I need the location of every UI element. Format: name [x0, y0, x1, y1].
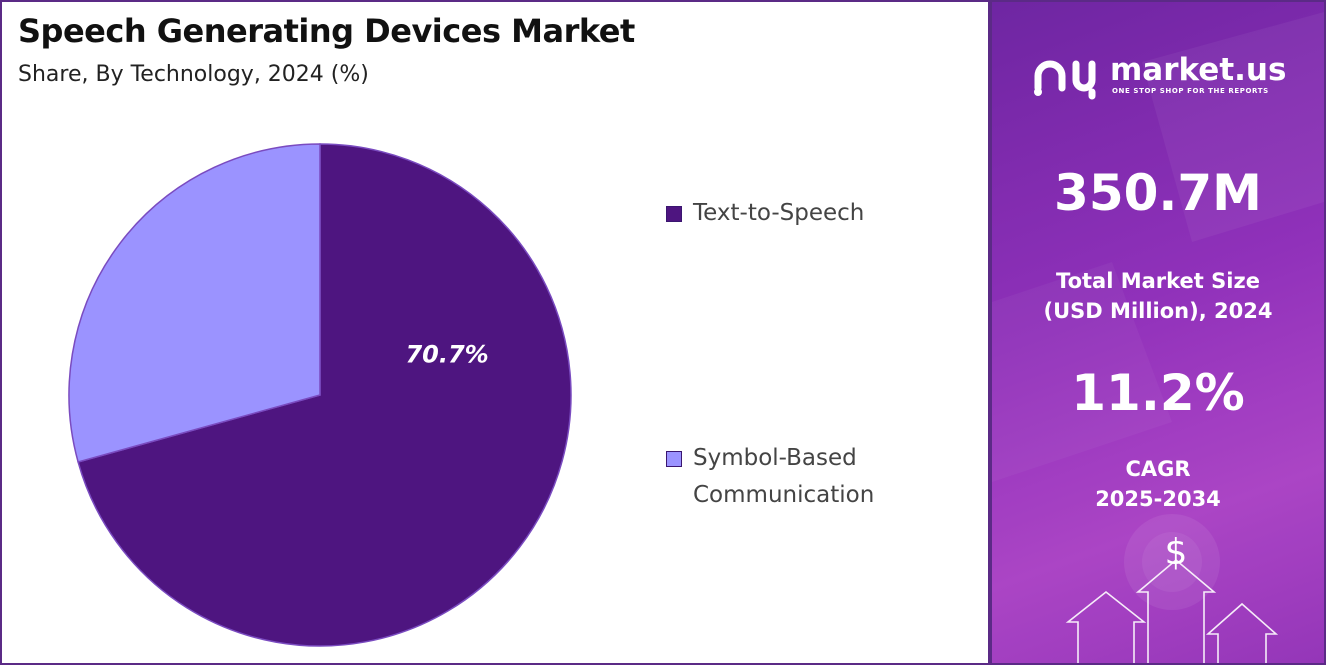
brand-name: market.us [1110, 52, 1287, 88]
cagr-value: 11.2% [1071, 364, 1245, 422]
legend-swatch [666, 206, 682, 222]
chart-subtitle: Share, By Technology, 2024 (%) [18, 62, 369, 87]
cagr-caption-line2: 2025-2034 [1095, 487, 1221, 511]
pie-chart: 70.7% [68, 143, 572, 647]
legend-swatch [666, 451, 682, 467]
brand-logo: market.us ONE STOP SHOP FOR THE REPORTS [1032, 52, 1312, 102]
cagr-caption-line1: CAGR [1125, 457, 1191, 481]
market-size-caption-line2: (USD Million), 2024 [1043, 299, 1273, 323]
pie-slice-text-to-speech [77, 143, 572, 647]
brand-tagline: ONE STOP SHOP FOR THE REPORTS [1112, 87, 1269, 95]
chart-panel: Speech Generating Devices Market Share, … [2, 2, 988, 663]
growth-arrows-icon: $ [1065, 532, 1279, 663]
chart-title: Speech Generating Devices Market [18, 12, 635, 50]
dollar-icon: $ [1165, 532, 1188, 573]
summary-panel: market.us ONE STOP SHOP FOR THE REPORTS … [992, 2, 1324, 663]
market-size-value: 350.7M [1054, 164, 1262, 222]
background-decoration [992, 12, 1324, 610]
market-size-caption-line1: Total Market Size [1056, 269, 1260, 293]
legend-label: Symbol-Based [693, 445, 857, 471]
legend-label: Communication [693, 482, 875, 508]
brand-mark-icon [1034, 60, 1096, 100]
data-label-text-to-speech: 70.7% [405, 341, 488, 369]
pie-slice-symbol-based-communication [68, 143, 321, 463]
panel-divider [988, 0, 992, 665]
legend-label: Text-to-Speech [693, 200, 865, 226]
